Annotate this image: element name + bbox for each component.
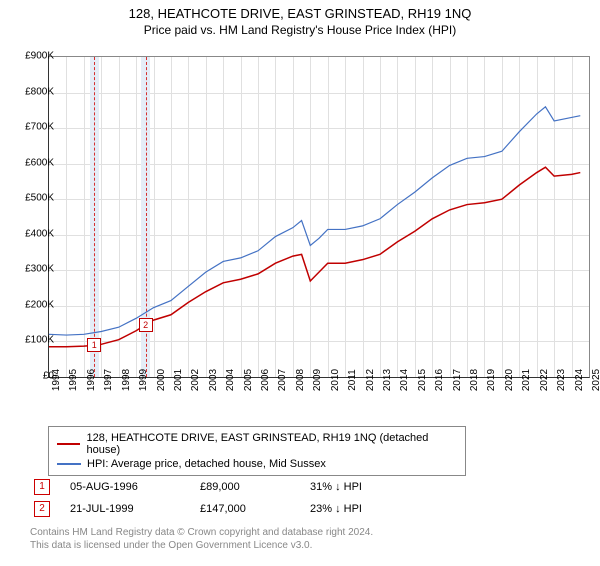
x-axis-label: 2001 <box>173 369 184 391</box>
x-axis-label: 2013 <box>382 369 393 391</box>
x-axis-label: 2014 <box>399 369 410 391</box>
y-axis-label: £600K <box>9 157 54 168</box>
x-axis-label: 2010 <box>330 369 341 391</box>
x-axis-label: 2003 <box>208 369 219 391</box>
series-hpi <box>49 107 580 335</box>
footer-line2: This data is licensed under the Open Gov… <box>30 539 373 552</box>
y-axis-label: £300K <box>9 264 54 275</box>
chart-subtitle: Price paid vs. HM Land Registry's House … <box>0 23 600 37</box>
footer-attribution: Contains HM Land Registry data © Crown c… <box>30 526 373 552</box>
x-axis-label: 2019 <box>486 369 497 391</box>
x-axis-label: 2020 <box>504 369 515 391</box>
x-axis-label: 2016 <box>434 369 445 391</box>
y-axis-label: £100K <box>9 335 54 346</box>
x-axis-label: 1994 <box>51 369 62 391</box>
chart-title: 128, HEATHCOTE DRIVE, EAST GRINSTEAD, RH… <box>0 6 600 21</box>
sale-date: 05-AUG-1996 <box>70 481 200 493</box>
y-axis-label: £400K <box>9 228 54 239</box>
x-axis-label: 2012 <box>365 369 376 391</box>
x-axis-label: 2015 <box>417 369 428 391</box>
footer-line1: Contains HM Land Registry data © Crown c… <box>30 526 373 539</box>
x-axis-label: 2009 <box>312 369 323 391</box>
x-axis-label: 1999 <box>138 369 149 391</box>
sale-price: £147,000 <box>200 503 310 515</box>
sale-delta: 31% ↓ HPI <box>310 481 410 493</box>
x-axis-label: 2005 <box>243 369 254 391</box>
x-axis-label: 1998 <box>121 369 132 391</box>
sale-date: 21-JUL-1999 <box>70 503 200 515</box>
legend-swatch <box>57 463 81 465</box>
legend-label: 128, HEATHCOTE DRIVE, EAST GRINSTEAD, RH… <box>86 432 457 456</box>
x-axis-label: 2017 <box>452 369 463 391</box>
x-axis-label: 2011 <box>347 369 358 391</box>
sale-row: 2 21-JUL-1999£147,00023% ↓ HPI <box>30 498 410 520</box>
x-axis-label: 1996 <box>86 369 97 391</box>
x-axis-label: 2021 <box>521 369 532 391</box>
legend: 128, HEATHCOTE DRIVE, EAST GRINSTEAD, RH… <box>48 426 466 476</box>
legend-swatch <box>57 443 80 445</box>
chart-plot-area: 12 <box>48 56 590 378</box>
legend-item: HPI: Average price, detached house, Mid … <box>57 457 457 471</box>
x-axis-label: 2022 <box>539 369 550 391</box>
sale-marker: 1 <box>87 338 101 352</box>
x-axis-label: 2023 <box>556 369 567 391</box>
x-axis-label: 2000 <box>156 369 167 391</box>
x-axis-label: 2008 <box>295 369 306 391</box>
x-axis-label: 2025 <box>591 369 600 391</box>
sale-delta: 23% ↓ HPI <box>310 503 410 515</box>
y-axis-label: £800K <box>9 86 54 97</box>
x-axis-label: 2002 <box>190 369 201 391</box>
x-axis-label: 2004 <box>225 369 236 391</box>
sale-row: 1 05-AUG-1996£89,00031% ↓ HPI <box>30 476 410 498</box>
legend-label: HPI: Average price, detached house, Mid … <box>87 458 326 470</box>
sale-marker: 2 <box>139 318 153 332</box>
sale-marker-box: 1 <box>34 479 50 495</box>
chart-lines <box>49 57 589 377</box>
sale-marker-box: 2 <box>34 501 50 517</box>
x-axis-label: 1995 <box>68 369 79 391</box>
x-axis-label: 1997 <box>103 369 114 391</box>
y-axis-label: £0 <box>9 371 54 382</box>
x-axis-label: 2024 <box>574 369 585 391</box>
series-price_paid <box>49 167 580 347</box>
sale-price: £89,000 <box>200 481 310 493</box>
y-axis-label: £500K <box>9 193 54 204</box>
x-axis-label: 2018 <box>469 369 480 391</box>
sales-table: 1 05-AUG-1996£89,00031% ↓ HPI 2 21-JUL-1999… <box>30 476 410 520</box>
y-axis-label: £200K <box>9 299 54 310</box>
y-axis-label: £700K <box>9 122 54 133</box>
x-axis-label: 2007 <box>277 369 288 391</box>
x-axis-label: 2006 <box>260 369 271 391</box>
legend-item: 128, HEATHCOTE DRIVE, EAST GRINSTEAD, RH… <box>57 431 457 457</box>
y-axis-label: £900K <box>9 51 54 62</box>
